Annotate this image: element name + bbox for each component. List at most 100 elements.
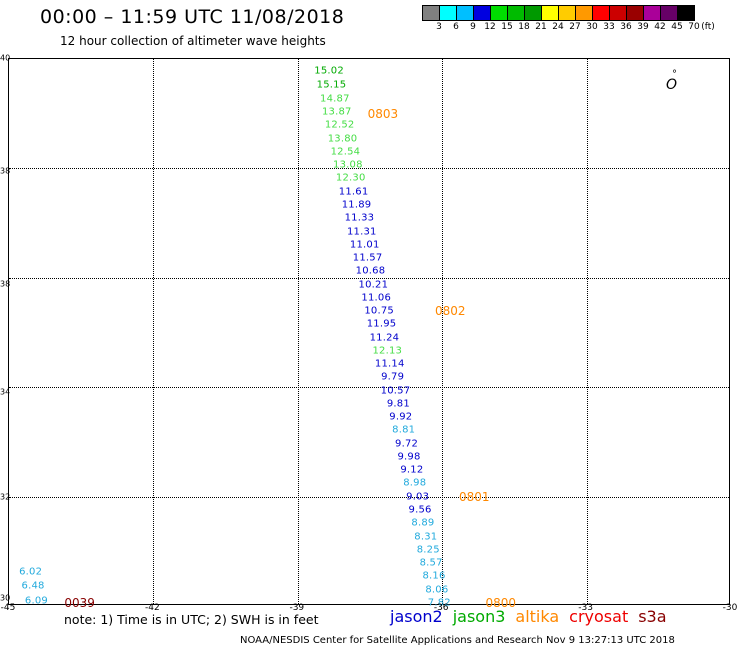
scale-label: 9	[470, 22, 476, 32]
wave-height-value: 9.98	[397, 451, 421, 463]
wave-height-value: 8.06	[425, 584, 449, 596]
wave-height-value: 9.12	[400, 464, 424, 476]
legend-jason3: jason3	[452, 607, 506, 626]
scale-label: 45	[671, 22, 683, 32]
wave-height-value: 8.57	[419, 557, 443, 569]
scale-swatch	[644, 6, 661, 20]
legend-altika: altika	[515, 607, 560, 626]
wave-height-value: 11.61	[338, 186, 369, 198]
wave-height-value: 6.02	[19, 566, 43, 578]
x-tick-label: -30	[722, 603, 738, 613]
wave-height-value: 12.13	[372, 345, 403, 357]
scale-swatch	[440, 6, 457, 20]
wave-height-value: 11.24	[369, 332, 400, 344]
pass-time-label: 0039	[64, 595, 95, 610]
scale-swatch	[610, 6, 627, 20]
scale-swatch	[661, 6, 678, 20]
wave-height-value: 8.31	[414, 531, 438, 543]
wave-height-value: 11.14	[374, 358, 405, 370]
wave-height-value: 12.52	[324, 119, 355, 131]
scale-swatch	[542, 6, 559, 20]
scale-label: 27	[569, 22, 581, 32]
wave-height-value: 8.25	[416, 544, 440, 556]
wave-height-value: 8.89	[411, 517, 435, 529]
scale-label: 21	[535, 22, 547, 32]
wave-height-value: 9.79	[381, 371, 405, 383]
wave-height-value: 9.56	[408, 504, 432, 516]
wave-height-value: 9.72	[395, 438, 419, 450]
map-title: 00:00 – 11:59 UTC 11/08/2018	[40, 6, 345, 28]
scale-labels: 3 6 9 12 15 18 21 24 27 30 33 36 39 42 45 70 (ft)	[422, 21, 715, 33]
wave-height-value: 12.30	[335, 172, 366, 184]
gridline-horizontal	[9, 277, 729, 279]
gridline-vertical	[153, 59, 155, 604]
wave-height-value: 13.87	[321, 106, 352, 118]
map-plot: 15.02 15.15 14.87 13.87 12.52 13.80 12.54 13.08…	[8, 58, 730, 610]
wave-height-value: 11.95	[366, 318, 397, 330]
wave-height-value: 7.82	[427, 597, 451, 609]
map-subtitle: 12 hour collection of altimeter wave hei…	[60, 34, 326, 48]
scale-label: 3	[436, 22, 442, 32]
scale-label: 30	[586, 22, 598, 32]
legend-cryosat: cryosat	[569, 607, 629, 626]
wave-height-value: 10.21	[358, 279, 389, 291]
gridline-horizontal	[9, 387, 729, 389]
y-tick-label: 34	[0, 387, 11, 397]
scale-label: 70	[688, 22, 700, 32]
wave-height-value: 11.89	[341, 199, 372, 211]
y-tick-label: 40	[0, 53, 11, 63]
wave-height-value: 14.87	[320, 93, 350, 105]
gridline-vertical	[586, 59, 588, 604]
gridline-vertical	[442, 59, 444, 604]
scale-swatches	[422, 5, 695, 21]
scale-swatch	[559, 6, 576, 20]
wave-height-value: 9.03	[406, 491, 430, 503]
wave-height-value: 11.57	[352, 252, 383, 264]
scale-label: 39	[637, 22, 649, 32]
island-mark: ° O	[666, 69, 678, 93]
units-note: note: 1) Time is in UTC; 2) SWH is in fe…	[64, 612, 319, 627]
y-tick-label: 32	[0, 492, 11, 502]
scale-swatch	[627, 6, 644, 20]
gridline-horizontal	[9, 496, 729, 498]
scale-label: (ft)	[701, 22, 715, 32]
scale-swatch	[576, 6, 593, 20]
scale-label: 15	[501, 22, 513, 32]
y-tick-label: 30	[0, 593, 11, 603]
pass-time-label: 0802	[434, 303, 466, 318]
y-tick-label: 38	[0, 279, 11, 289]
legend-s3a: s3a	[638, 607, 667, 626]
wave-height-value: 13.80	[327, 133, 358, 145]
scale-label: 18	[518, 22, 530, 32]
scale-label: 42	[654, 22, 666, 32]
scale-swatch	[508, 6, 525, 20]
x-tick-label: -42	[145, 603, 160, 613]
wave-height-value: 9.92	[389, 411, 413, 423]
scale-swatch	[474, 6, 491, 20]
wave-height-value: 6.09	[24, 595, 48, 607]
wave-height-value: 6.48	[21, 580, 45, 592]
wave-height-value: 15.15	[316, 79, 347, 91]
scale-label: 33	[603, 22, 615, 32]
x-tick-label: -39	[289, 603, 305, 613]
gridline-vertical	[297, 59, 299, 604]
pass-time-label: 0800	[485, 595, 517, 610]
scale-label: 24	[552, 22, 564, 32]
pass-time-label: 0801	[459, 490, 490, 505]
footer-credit: NOAA/NESDIS Center for Satellite Applica…	[240, 635, 675, 646]
y-tick-label: 38	[0, 166, 11, 176]
pass-time-label: 0803	[367, 106, 399, 121]
scale-swatch	[423, 6, 440, 20]
wave-height-value: 8.98	[403, 477, 427, 489]
wave-height-value: 11.06	[361, 292, 392, 304]
scale-swatch	[525, 6, 542, 20]
scale-label: 36	[620, 22, 632, 32]
x-tick-label: -45	[0, 603, 16, 613]
wave-height-value: 10.75	[364, 305, 394, 317]
legend-jason2: jason2	[390, 607, 443, 626]
wave-height-value: 12.54	[330, 146, 361, 158]
scale-swatch	[457, 6, 474, 20]
wave-height-value: 11.31	[346, 226, 377, 238]
color-scale: 3 6 9 12 15 18 21 24 27 30 33 36 39 42 45 70 (ft)	[422, 5, 715, 33]
wave-height-value: 8.16	[422, 570, 446, 582]
